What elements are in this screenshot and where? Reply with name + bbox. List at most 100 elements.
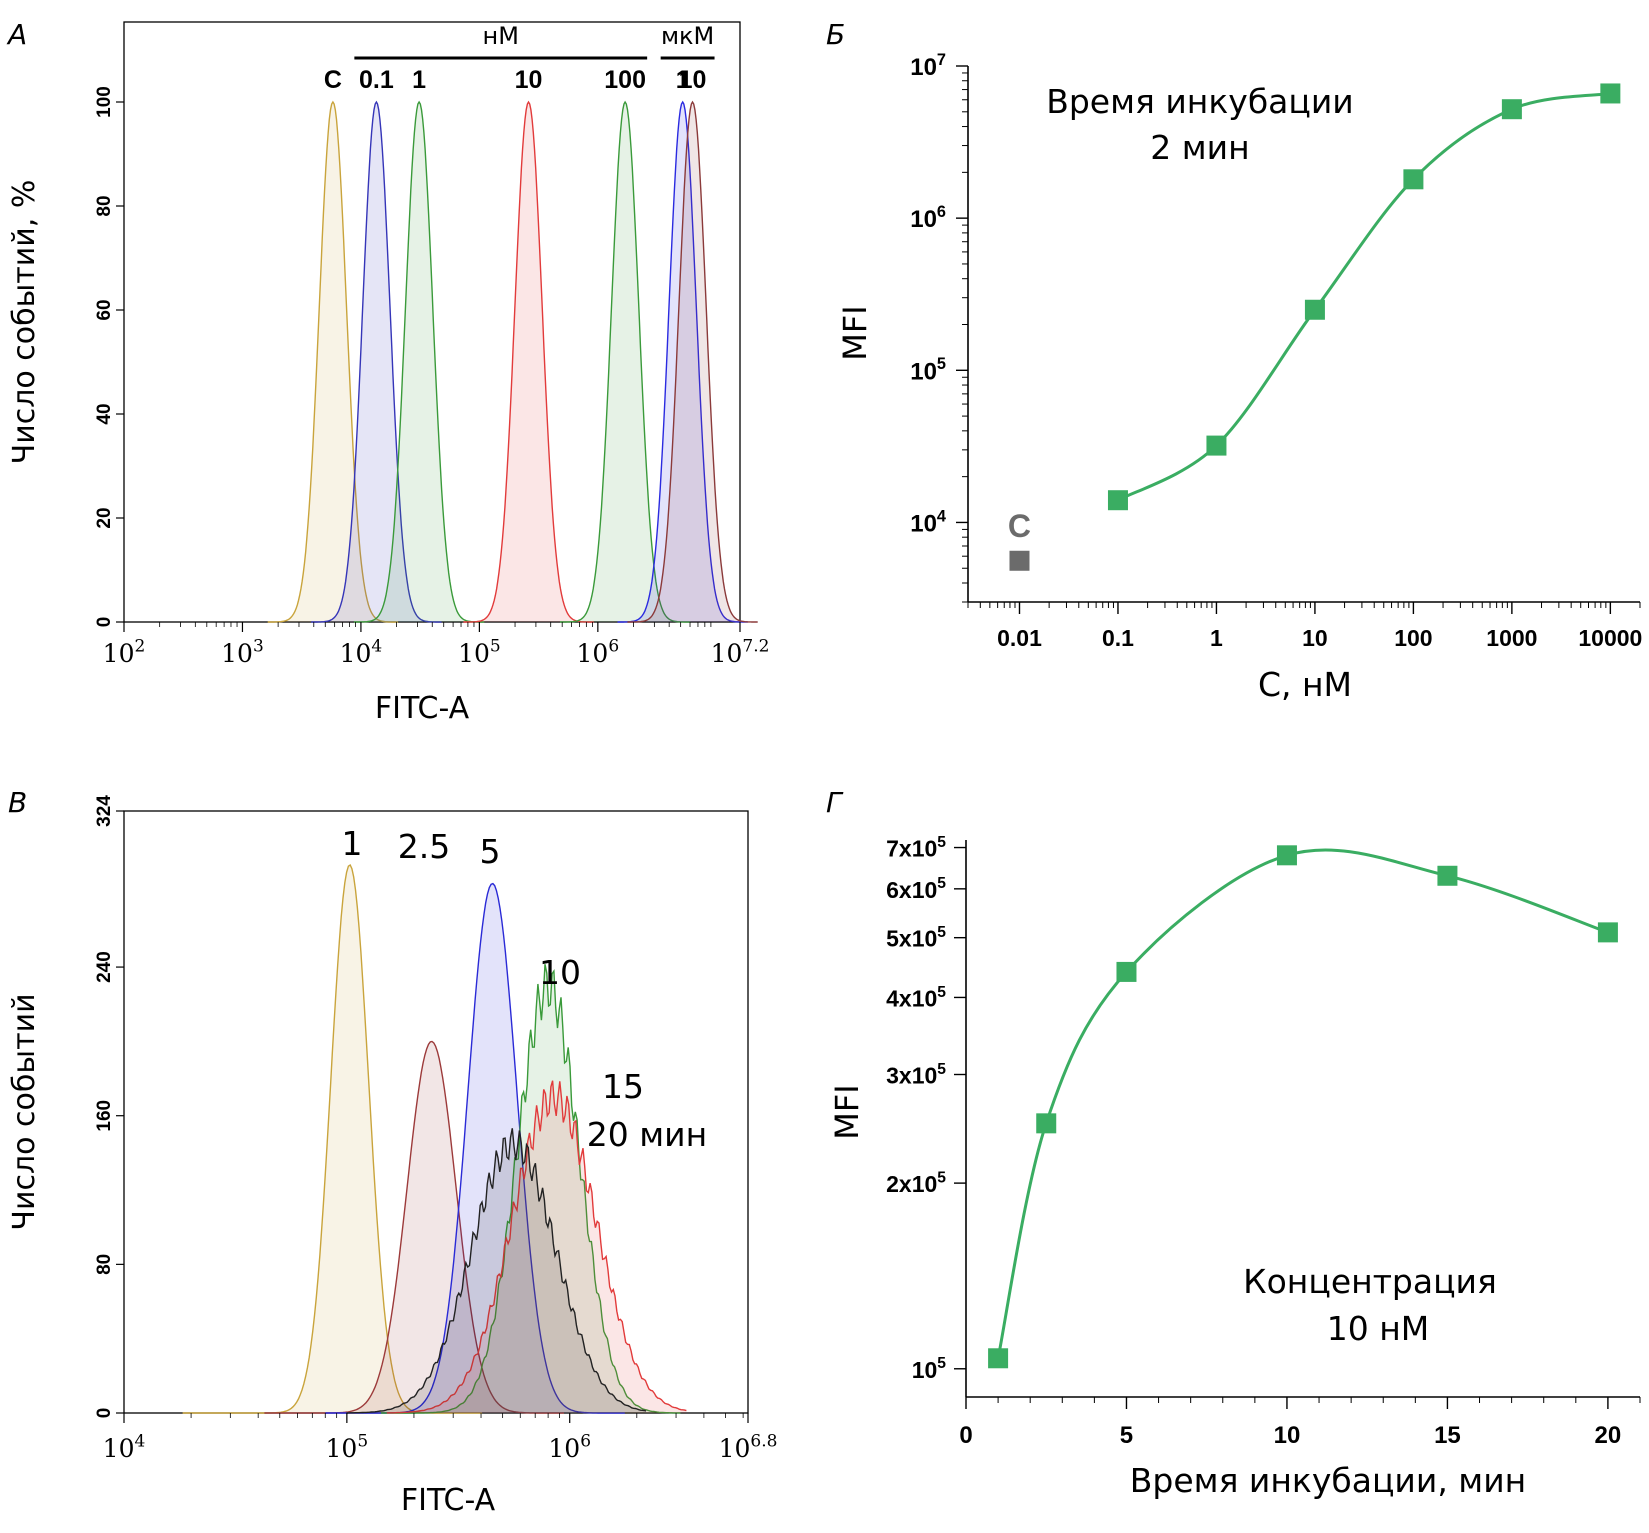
series-label: 1 [412,66,426,94]
histogram-line [346,1128,647,1414]
panel-letter-v: В [8,786,27,819]
histogram-fill [386,1080,687,1413]
series-label: 10 [539,953,581,992]
annotation-line-2: 10 нМ [1327,1309,1430,1348]
x-axis-label: C, нМ [1258,665,1352,704]
y-tick-label: 0 [94,617,115,628]
x-tick-label: 10000 [1578,625,1642,651]
series-label: 2.5 [398,827,450,866]
data-point [1501,99,1522,120]
control-label: C [1008,508,1031,544]
y-tick-label: 105 [912,1355,947,1383]
x-tick-label: 107.2 [711,637,770,669]
annotation-line-1: 15 [602,1067,644,1106]
annotation-line-1: Концентрация [1243,1262,1497,1301]
chart-panel-b: 104 105 106 107 0.01 0.1 1 10 100 1000 10000 C Время… [836,51,1642,704]
series-label: 1 [342,824,363,863]
data-point [1036,1113,1057,1134]
y-tick-label: 40 [94,403,115,424]
y-tick-label: 105 [910,355,946,385]
y-tick-label: 160 [94,1100,115,1132]
x-axis-label: FITC-A [401,1483,496,1518]
histogram-line [627,100,758,623]
y-tick-label: 100 [94,86,115,118]
histogram-fill [463,102,594,622]
x-tick-label: 106 [577,637,620,669]
histogram-fill [182,865,483,1413]
histogram-fill [627,102,758,622]
y-tick-label: 107 [910,51,946,81]
x-tick-label: 0 [959,1422,972,1449]
y-tick-label: 240 [94,951,115,983]
y-tick-label: 104 [910,507,946,537]
y-axis-label: MFI [828,1084,866,1139]
y-tick-label: 7x105 [886,834,946,862]
x-axis-label: FITC-A [375,691,470,726]
panel-letter-g: Г [826,786,844,819]
x-tick-label: 102 [103,637,146,669]
histogram-fill [346,1128,646,1413]
y-tick-label: 80 [94,195,115,216]
x-tick-label: 105 [326,1432,369,1464]
data-point [1304,299,1325,320]
histogram-line [311,100,442,623]
series-line [996,848,1609,1359]
data-point [1276,845,1297,866]
histogram-fill [311,102,442,622]
y-tick-label: 20 [94,507,115,528]
histogram-fill [325,883,625,1413]
x-tick-label: 104 [340,637,383,669]
histogram-fill [267,102,399,622]
series-label: 5 [480,832,501,871]
histogram-fill [381,964,681,1413]
histogram-line [560,100,691,623]
x-tick-label: 5 [1120,1422,1133,1449]
x-tick-label: 103 [221,637,264,669]
histogram-line [354,100,485,623]
data-point [1107,490,1128,511]
data-point [1116,961,1137,982]
panel-letter-b: Б [826,18,845,51]
annotation-line-1: Время инкубации [1046,82,1354,121]
y-tick-label: 3x105 [886,1061,946,1089]
histogram-line [463,100,594,623]
y-tick-label: 106 [910,203,946,233]
series-label: C [324,66,342,94]
x-tick-label: 106 [548,1432,591,1464]
y-tick-label: 0 [94,1408,115,1419]
x-axis-label: Время инкубации, мин [1130,1461,1526,1500]
histogram-line [386,1080,687,1414]
x-tick-label: 104 [103,1432,146,1464]
annotation-line-2: 2 мин [1150,128,1249,167]
series-label: 10 [679,66,707,94]
histogram-fill [264,1041,564,1413]
histogram-line [381,964,681,1414]
chart-panel-g: 105 2x105 3x105 4x105 5x105 6x105 7x105 0 5 10 15 2… [828,834,1641,1500]
x-tick-label: 0.1 [1102,625,1134,651]
series-label: 10 [515,66,543,94]
histogram-fill [617,102,748,622]
histogram-fill [560,102,691,622]
group-label: мкМ [661,22,714,50]
data-point [1597,922,1618,943]
y-tick-label: 2x105 [886,1169,946,1197]
x-tick-label: 100 [1394,625,1432,651]
y-tick-label: 6x105 [886,875,946,903]
data-point [1437,865,1458,886]
x-tick-label: 10 [1274,1422,1301,1449]
y-axis-label: MFI [836,305,874,360]
panel-letter-a: А [6,18,27,51]
data-point [1206,435,1227,456]
y-tick-label: 60 [94,299,115,320]
y-tick-label: 4x105 [886,984,946,1012]
data-point [988,1348,1009,1369]
group-label: нМ [483,22,519,50]
control-point [1009,550,1030,571]
x-tick-label: 0.01 [997,625,1042,651]
data-point [1600,83,1621,104]
y-tick-label: 324 [94,795,115,827]
data-point [1403,169,1424,190]
x-tick-label: 1000 [1486,625,1537,651]
